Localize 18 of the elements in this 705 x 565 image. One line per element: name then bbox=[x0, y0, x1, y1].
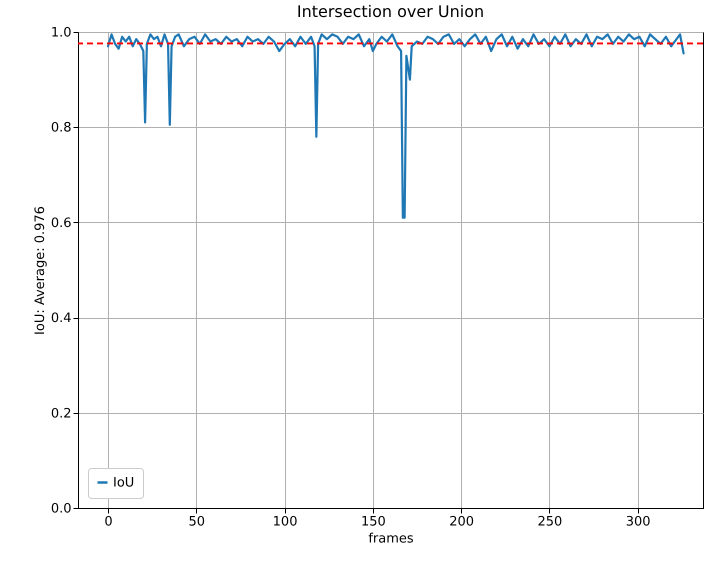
x-tick-label: 100 bbox=[272, 514, 298, 530]
x-tick-label: 50 bbox=[188, 514, 206, 530]
y-tick-label: 0.2 bbox=[50, 406, 72, 422]
x-tick-label: 200 bbox=[449, 514, 474, 530]
x-tick-label: 150 bbox=[360, 514, 386, 530]
x-tick-label: 250 bbox=[537, 514, 562, 530]
x-tick-label: 0 bbox=[104, 514, 113, 530]
y-tick-label: 1.0 bbox=[50, 26, 72, 40]
y-axis-title: IoU: Average: 0.976 bbox=[32, 206, 48, 335]
chart-title: Intersection over Union bbox=[296, 2, 484, 21]
line-series bbox=[106, 33, 685, 219]
x-tick-label: 300 bbox=[626, 514, 651, 530]
y-tick-label: 0.0 bbox=[50, 502, 72, 516]
y-tick-label: 0.6 bbox=[50, 216, 72, 231]
y-tick-label: 0.4 bbox=[50, 311, 72, 326]
y-tick-label: 0.8 bbox=[50, 120, 72, 136]
legend-label: IoU bbox=[113, 476, 134, 490]
x-axis-title: frames bbox=[368, 532, 414, 546]
